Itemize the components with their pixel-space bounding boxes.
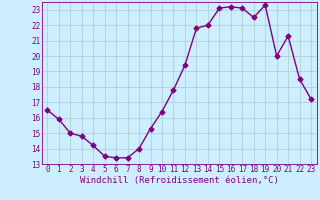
X-axis label: Windchill (Refroidissement éolien,°C): Windchill (Refroidissement éolien,°C) — [80, 176, 279, 185]
